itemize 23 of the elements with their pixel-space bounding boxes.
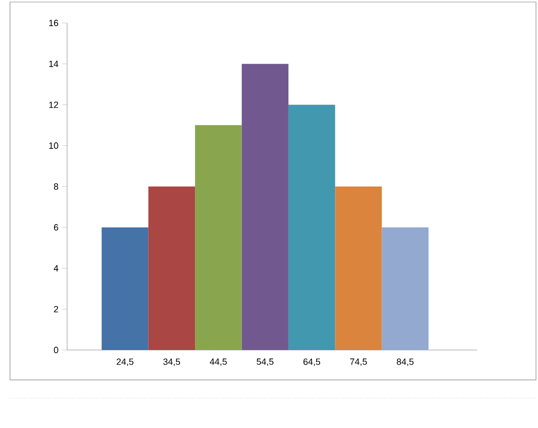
y-tick-label: 0 xyxy=(54,346,58,354)
bar xyxy=(102,227,148,350)
y-tick-label: 8 xyxy=(54,183,58,190)
bar xyxy=(288,104,336,350)
x-tick-label: 54,5 xyxy=(256,358,274,366)
bar xyxy=(335,186,382,350)
y-tick-label: 14 xyxy=(49,60,58,67)
x-tick-label: 44,5 xyxy=(210,358,227,366)
y-tick-label: 16 xyxy=(49,20,58,26)
y-tick-label: 2 xyxy=(54,306,58,312)
x-tick-label: 24,5 xyxy=(116,358,134,366)
x-tick-label: 74,5 xyxy=(350,358,367,366)
y-tick-label: 6 xyxy=(54,224,58,231)
y-tick-label: 4 xyxy=(54,265,58,272)
x-tick-label: 34,5 xyxy=(163,358,180,366)
x-tick-label: 84,5 xyxy=(396,358,414,366)
y-tick-label: 10 xyxy=(49,142,58,149)
y-tick-label: 12 xyxy=(49,102,58,108)
bar xyxy=(382,227,429,350)
x-tick-label: 64,5 xyxy=(303,358,320,366)
bar xyxy=(195,125,242,350)
bar xyxy=(148,186,196,350)
bar xyxy=(242,64,288,350)
